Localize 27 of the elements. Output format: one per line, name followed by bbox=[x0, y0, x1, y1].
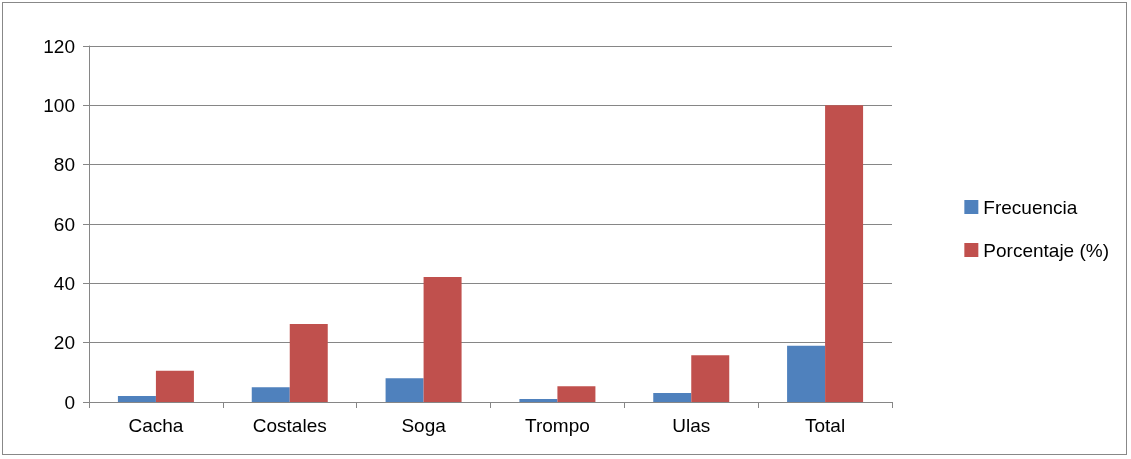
x-tick-label: Soga bbox=[401, 415, 447, 436]
x-tick-label: Trompo bbox=[525, 415, 590, 436]
bar bbox=[691, 355, 730, 402]
bar bbox=[117, 396, 156, 402]
y-tick-label: 40 bbox=[53, 272, 75, 294]
bar bbox=[423, 277, 462, 402]
bar bbox=[519, 399, 558, 402]
bar bbox=[289, 323, 328, 402]
legend-label: Porcentaje (%) bbox=[983, 239, 1110, 261]
y-tick-label: 80 bbox=[53, 154, 75, 176]
bar bbox=[653, 393, 692, 402]
bar bbox=[155, 370, 194, 402]
x-tick-label: Costales bbox=[252, 415, 327, 436]
y-tick-label: 120 bbox=[43, 35, 75, 57]
bar bbox=[385, 378, 424, 402]
bar bbox=[557, 386, 596, 402]
legend-label: Frecuencia bbox=[983, 196, 1078, 218]
x-tick-label: Total bbox=[805, 415, 846, 436]
x-tick-label: Cacha bbox=[128, 415, 184, 436]
y-tick-label: 60 bbox=[53, 213, 75, 235]
y-tick-label: 0 bbox=[64, 391, 75, 413]
y-tick-label: 20 bbox=[53, 332, 75, 354]
bar bbox=[825, 105, 864, 402]
x-tick-label: Ulas bbox=[672, 415, 711, 436]
y-tick-label: 100 bbox=[43, 94, 75, 116]
bar bbox=[787, 345, 826, 402]
bar bbox=[251, 387, 290, 402]
